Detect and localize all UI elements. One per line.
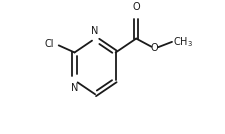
Text: O: O: [132, 2, 140, 12]
Text: Cl: Cl: [45, 39, 54, 49]
Text: O: O: [150, 44, 158, 53]
Text: N: N: [71, 83, 78, 93]
Text: N: N: [91, 26, 98, 36]
Text: CH$_3$: CH$_3$: [173, 35, 192, 49]
